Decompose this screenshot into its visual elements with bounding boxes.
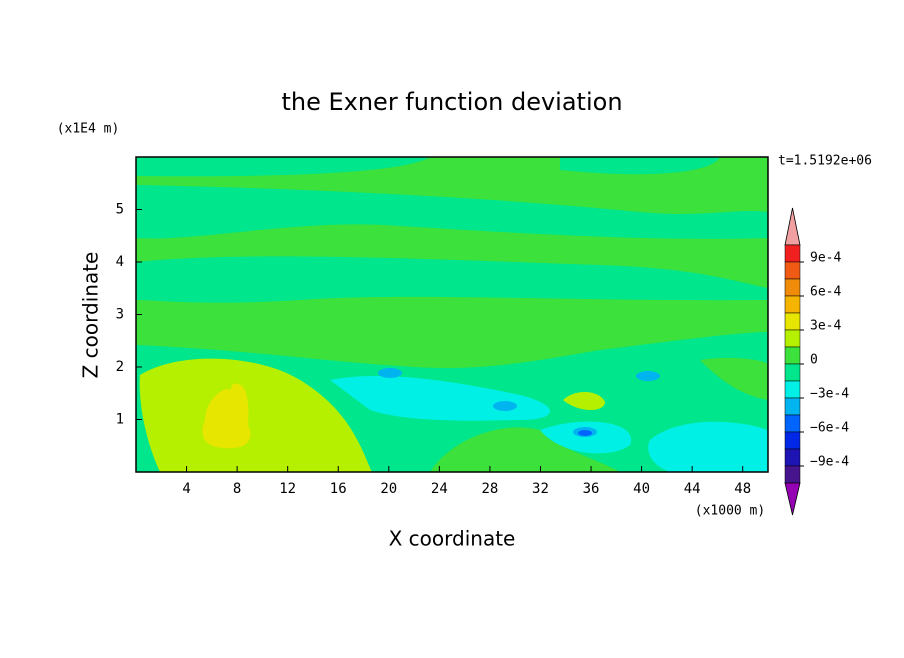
colorbar-box: [784, 397, 801, 416]
contour-region: [136, 157, 430, 177]
contour-region: [136, 185, 768, 239]
y-axis-label: Z coordinate: [79, 252, 103, 379]
colorbar-under: [784, 482, 801, 516]
colorbar-tick-label: −6e-4: [810, 421, 849, 436]
colorbar-tick-label: −3e-4: [810, 387, 849, 402]
colorbar-box: [784, 465, 801, 484]
time-label: t=1.5192e+06: [778, 154, 872, 169]
y-tick-label: 5: [116, 202, 124, 218]
colorbar-box: [784, 295, 801, 314]
contour-region: [136, 256, 768, 303]
colorbar-box: [784, 448, 801, 467]
y-unit: (x1E4 m): [57, 122, 120, 137]
colorbar-box: [784, 278, 801, 297]
colorbar-box: [784, 329, 801, 348]
colorbar-tick-label: −9e-4: [810, 455, 849, 470]
x-tick-label: 32: [532, 481, 549, 497]
colorbar-box: [784, 363, 801, 382]
contour-region: [700, 357, 768, 400]
x-unit: (x1000 m): [695, 504, 765, 519]
x-tick-label: 44: [684, 481, 701, 497]
colorbar-box: [784, 261, 801, 280]
contour-field: [136, 157, 768, 472]
x-tick-label: 8: [233, 481, 241, 497]
contour-region: [202, 383, 251, 449]
x-tick-label: 48: [734, 481, 751, 497]
colorbar-box: [784, 414, 801, 433]
x-tick-label: 24: [431, 481, 448, 497]
contour-region: [560, 157, 720, 175]
contour-region: [430, 427, 620, 472]
y-tick-label: 3: [116, 307, 124, 323]
contour-region: [563, 391, 605, 410]
contour-region: [378, 368, 402, 378]
colorbar-tick-label: 3e-4: [810, 319, 841, 334]
colorbar-tick-label: 9e-4: [810, 251, 841, 266]
y-tick-label: 1: [116, 412, 124, 428]
x-tick-label: 28: [481, 481, 498, 497]
contour-region: [139, 358, 372, 472]
x-tick-label: 20: [380, 481, 397, 497]
colorbar-box: [784, 244, 801, 263]
colorbar-box: [784, 346, 801, 365]
colorbar-box: [784, 312, 801, 331]
contour-region: [330, 375, 550, 421]
x-tick-label: 36: [583, 481, 600, 497]
x-tick-label: 16: [330, 481, 347, 497]
contour-region: [648, 421, 768, 472]
chart-title: the Exner function deviation: [281, 88, 622, 116]
y-tick-label: 2: [116, 359, 124, 375]
contour-region: [578, 430, 592, 436]
contour-region: [636, 371, 660, 381]
y-tick-label: 4: [116, 254, 124, 270]
colorbar-box: [784, 431, 801, 450]
x-tick-label: 4: [182, 481, 190, 497]
contour-region: [493, 401, 517, 411]
colorbar-box: [784, 380, 801, 399]
colorbar-tick-label: 0: [810, 353, 818, 368]
x-tick-label: 12: [279, 481, 296, 497]
contour-region: [540, 421, 632, 454]
x-tick-label: 40: [633, 481, 650, 497]
colorbar-tick-label: 6e-4: [810, 285, 841, 300]
x-axis-label: X coordinate: [389, 527, 516, 551]
